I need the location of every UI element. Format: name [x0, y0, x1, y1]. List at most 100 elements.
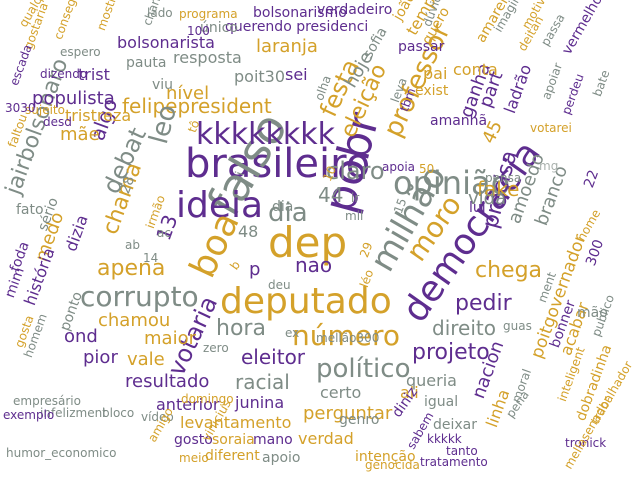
cloud-word: apoia [382, 160, 415, 174]
cloud-word: meio [179, 451, 209, 465]
cloud-word: lado [147, 6, 173, 20]
cloud-word: trist [78, 65, 110, 84]
cloud-word: brasileiro [185, 141, 371, 187]
cloud-word: queria [406, 371, 457, 390]
cloud-word: mãe [60, 124, 100, 145]
cloud-word: populista [32, 88, 115, 109]
cloud-word: dizendo [40, 67, 88, 81]
cloud-word: 100 [187, 24, 210, 38]
cloud-word: ir [351, 191, 360, 205]
cloud-word: laranja [256, 36, 318, 57]
cloud-word: verdadeiro [317, 2, 393, 18]
cloud-word: verdad [298, 429, 354, 448]
cloud-word: levantamento [180, 413, 292, 432]
cloud-word: lui [469, 200, 486, 216]
cloud-word: 3030 [5, 101, 36, 115]
cloud-word: deu [268, 278, 291, 292]
cloud-word: tratamento [420, 455, 488, 469]
cloud-word: ab [125, 238, 140, 252]
cloud-word: intenção [355, 449, 416, 465]
cloud-word: bolsonarista [117, 33, 215, 52]
cloud-word: resultado [125, 371, 210, 392]
cloud-word: resposta [173, 48, 242, 67]
cloud-word: pauta [126, 55, 167, 71]
cloud-word: único [200, 20, 238, 36]
cloud-word: genro [339, 412, 380, 428]
cloud-word: dep [268, 218, 348, 267]
cloud-word: opinião [393, 164, 511, 202]
cloud-word: ac [157, 226, 171, 240]
cloud-word: ladrão [500, 61, 536, 116]
cloud-word: perguntar [303, 403, 393, 424]
cloud-word: mano [253, 432, 293, 448]
cloud-word: certo [320, 383, 362, 402]
cloud-word: bolsonarismo [253, 5, 347, 21]
cloud-word: 44 [318, 183, 344, 207]
cloud-word: apoiar [539, 61, 566, 102]
cloud-word: mostrou [94, 0, 125, 33]
cloud-word: 22 [581, 167, 603, 191]
cloud-word: leo [144, 101, 184, 148]
cloud-word: ali [400, 383, 419, 402]
cloud-word: fato [16, 202, 44, 218]
cloud-word: diferent [205, 448, 260, 464]
cloud-word: projeto [412, 340, 490, 365]
cloud-word: escada [7, 42, 35, 88]
cloud-word: programa [179, 7, 238, 21]
cloud-word: perdeu [559, 71, 587, 117]
cloud-word: deputado [220, 281, 392, 322]
cloud-word: passar [398, 39, 445, 55]
cloud-word: kkkkkkkk [196, 117, 335, 152]
cloud-word: político [316, 354, 411, 384]
cloud-word: votarei [530, 121, 572, 135]
cloud-word: bloco [102, 406, 135, 420]
cloud-word: tronick [565, 436, 607, 450]
cloud-word: racial [235, 370, 290, 394]
cloud-word: tanto [446, 444, 478, 458]
cloud-word: ex [285, 326, 300, 340]
cloud-word: viu [152, 77, 174, 93]
cloud-word: apoio [262, 450, 301, 466]
cloud-word: vida [468, 188, 507, 209]
cloud-word: maior [144, 328, 196, 349]
cloud-word: humor_economico [6, 446, 117, 460]
cloud-word: nome [574, 207, 604, 244]
cloud-word: guas [503, 319, 532, 333]
cloud-word: dia [268, 198, 308, 228]
cloud-word: domingo [181, 392, 234, 406]
cloud-word: amanhã [430, 113, 488, 129]
cloud-word: mg [539, 159, 559, 173]
cloud-word: pensa [485, 171, 522, 185]
cloud-word: vermelho [559, 0, 606, 58]
cloud-word: fake [477, 177, 520, 201]
cloud-word: desd [43, 115, 72, 129]
cloud-word: tristreza [65, 106, 132, 125]
cloud-word: corrupto [80, 280, 199, 313]
cloud-word: conseg [51, 0, 79, 42]
cloud-word: felipepresident [122, 94, 272, 118]
cloud-word: chamou [98, 310, 171, 331]
cloud-word: genocida [365, 458, 420, 472]
cloud-word: b [227, 258, 244, 273]
cloud-word: vale [127, 349, 165, 370]
cloud-word: eleitor [241, 345, 306, 369]
cloud-word: nao [295, 253, 333, 277]
cloud-word: junina [235, 393, 285, 412]
cloud-word: 48 [238, 222, 259, 241]
cloud-word: 14 [143, 251, 159, 265]
cloud-word: direito [432, 316, 496, 340]
cloud-word: ideia [176, 185, 264, 226]
cloud-word: ond [64, 326, 98, 347]
cloud-word: chega [475, 258, 543, 283]
cloud-word: 50 [419, 162, 435, 176]
cloud-word: claro [326, 157, 385, 185]
cloud-word: mellão300 [316, 331, 380, 345]
cloud-word: exemplo [3, 408, 55, 422]
cloud-word: querendo presidenci [225, 19, 369, 35]
cloud-word: bate [590, 68, 613, 99]
cloud-word: gosto [174, 432, 213, 448]
cloud-word: igual [424, 394, 459, 410]
cloud-word: deixar [433, 417, 478, 433]
cloud-word: espero [60, 45, 101, 59]
